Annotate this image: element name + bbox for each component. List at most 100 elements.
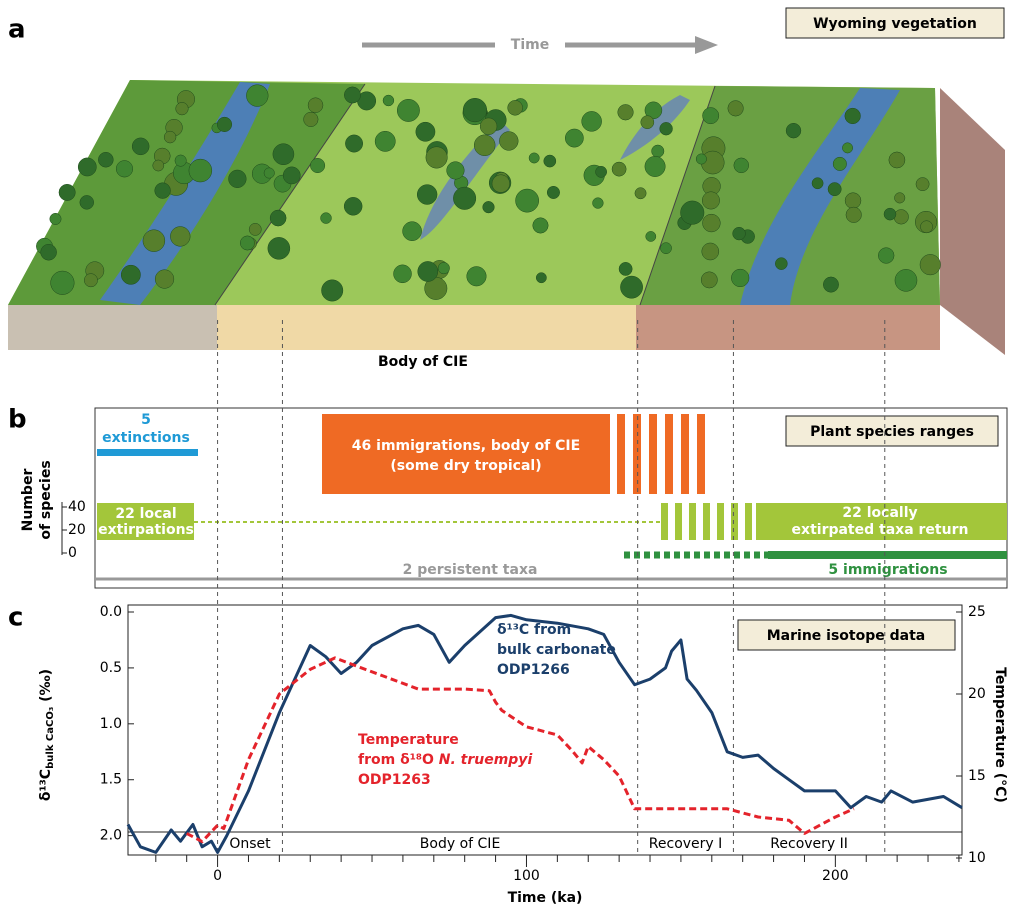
tree bbox=[321, 279, 344, 302]
tree bbox=[620, 275, 643, 299]
series-label: Temperature bbox=[358, 732, 459, 748]
tree bbox=[543, 154, 557, 168]
tree bbox=[634, 187, 647, 200]
tree bbox=[320, 212, 332, 224]
tree bbox=[83, 273, 98, 288]
y-axis-label: δ¹³Cbulk CaCO₃ (‰) bbox=[38, 669, 56, 801]
series-line bbox=[185, 656, 855, 844]
tree bbox=[727, 100, 744, 117]
phase-label: Body of CIE bbox=[420, 836, 501, 852]
phase-label: Recovery II bbox=[770, 836, 848, 852]
tree bbox=[811, 177, 824, 190]
tree bbox=[920, 220, 933, 234]
tree bbox=[894, 192, 906, 204]
tree bbox=[546, 185, 560, 199]
tree bbox=[702, 107, 720, 125]
range-bars bbox=[617, 414, 705, 494]
tick-label: 20 bbox=[68, 522, 86, 538]
x-tick-label: 0 bbox=[213, 868, 222, 884]
tree bbox=[396, 99, 420, 122]
tree bbox=[844, 107, 861, 125]
label: 22 locally bbox=[842, 505, 917, 521]
panel-label: b bbox=[8, 405, 27, 435]
label: 2 persistent taxa bbox=[403, 562, 538, 578]
tree bbox=[272, 143, 295, 165]
tree bbox=[402, 221, 422, 241]
tree bbox=[344, 86, 361, 104]
title-box bbox=[785, 415, 999, 447]
series-line bbox=[126, 613, 963, 854]
label: 5 bbox=[141, 412, 151, 428]
tree bbox=[307, 97, 324, 113]
tree bbox=[382, 94, 395, 107]
tree bbox=[700, 271, 718, 289]
tree bbox=[617, 104, 634, 121]
label: extirpations bbox=[98, 522, 194, 538]
tree bbox=[115, 160, 134, 178]
range-bar bbox=[322, 414, 610, 494]
y-tick-label: 2.0 bbox=[100, 828, 122, 844]
tree bbox=[228, 169, 247, 188]
tree bbox=[58, 183, 76, 201]
tree bbox=[775, 257, 788, 270]
range-bar bbox=[97, 503, 194, 540]
chart-title: Marine isotope data bbox=[767, 628, 925, 644]
tree bbox=[175, 102, 189, 116]
axis-label: of species bbox=[38, 460, 54, 539]
tree bbox=[499, 131, 519, 151]
tree bbox=[535, 272, 547, 284]
y2-tick-label: 20 bbox=[968, 686, 986, 702]
y2-axis-label: Temperature (°C) bbox=[992, 667, 1008, 803]
x-tick-label: 100 bbox=[513, 868, 540, 884]
tree bbox=[446, 161, 465, 180]
tree bbox=[645, 231, 657, 242]
tree bbox=[618, 262, 633, 276]
tree bbox=[515, 188, 539, 213]
tree bbox=[785, 123, 802, 139]
tree bbox=[152, 159, 165, 172]
tree bbox=[701, 242, 720, 261]
tree bbox=[163, 130, 177, 144]
series-label: from δ¹⁸O N. truempyi bbox=[358, 752, 532, 768]
tree bbox=[425, 146, 448, 169]
tree bbox=[528, 152, 540, 164]
tree bbox=[832, 156, 847, 171]
label: extirpated taxa return bbox=[792, 522, 969, 538]
time-arrow: Time bbox=[362, 36, 718, 54]
tree bbox=[216, 116, 233, 132]
series-label: bulk carbonate bbox=[497, 642, 616, 658]
arrow-label: Time bbox=[511, 37, 549, 53]
tree bbox=[842, 142, 853, 154]
y-tick-label: 0.0 bbox=[100, 604, 122, 620]
series-label: δ¹³C from bbox=[497, 622, 571, 638]
title-box bbox=[737, 619, 956, 651]
tree bbox=[154, 182, 171, 199]
tree bbox=[170, 226, 191, 247]
tree bbox=[248, 223, 262, 236]
tree bbox=[732, 226, 746, 241]
range-bars bbox=[661, 503, 1007, 540]
tree bbox=[733, 157, 749, 174]
panel-frame bbox=[94, 407, 1008, 589]
y-tick-label: 1.0 bbox=[100, 716, 122, 732]
caption: Body of CIE bbox=[378, 354, 468, 370]
axis-label: Number bbox=[20, 469, 36, 532]
panel-title: Wyoming vegetation bbox=[813, 16, 977, 32]
tree bbox=[98, 151, 114, 168]
tree bbox=[393, 264, 412, 284]
tree bbox=[303, 111, 319, 127]
tree bbox=[651, 144, 665, 158]
tree bbox=[466, 266, 487, 287]
tree bbox=[701, 191, 720, 210]
tree bbox=[343, 197, 363, 216]
tree bbox=[823, 276, 839, 293]
tree bbox=[845, 206, 862, 223]
tree bbox=[479, 117, 498, 135]
label: 46 immigrations, body of CIE bbox=[352, 438, 580, 454]
tree bbox=[888, 151, 906, 169]
tree bbox=[77, 157, 97, 177]
series-label: ODP1263 bbox=[358, 772, 431, 788]
y-tick-label: 1.5 bbox=[100, 772, 122, 788]
tree bbox=[915, 177, 930, 192]
tree bbox=[702, 213, 721, 233]
